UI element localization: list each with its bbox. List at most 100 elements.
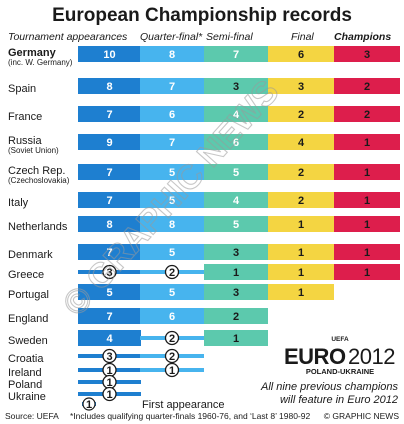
first-appearance-marker bbox=[102, 386, 117, 402]
column-header-final: Final bbox=[291, 31, 314, 43]
column-headers: Tournament appearances Quarter-final* Semi… bbox=[8, 31, 391, 43]
country-row: Ireland 1 1 bbox=[8, 362, 204, 379]
value-label: 1 bbox=[106, 389, 112, 401]
bar-quarter bbox=[140, 134, 204, 150]
country-name: Ukraine bbox=[8, 391, 46, 403]
country-row: England 7 6 2 bbox=[8, 308, 268, 325]
country-name: England bbox=[8, 313, 48, 325]
value-label: 3 bbox=[364, 49, 370, 61]
bar-final bbox=[268, 244, 334, 260]
value-label: 5 bbox=[169, 195, 175, 207]
bar-semi bbox=[204, 134, 268, 150]
country-name: Greece bbox=[8, 269, 44, 281]
first-appearance-marker bbox=[102, 264, 117, 280]
column-header-appearances: Tournament appearances bbox=[8, 31, 128, 43]
bar-quarter bbox=[140, 192, 204, 208]
country-name: Denmark bbox=[8, 249, 53, 261]
value-label: 1 bbox=[106, 365, 112, 377]
country-name: Czech Rep. bbox=[8, 165, 65, 177]
value-label: 1 bbox=[233, 267, 239, 279]
value-label: 1 bbox=[233, 333, 239, 345]
bar-semi bbox=[204, 264, 268, 280]
value-label: 8 bbox=[169, 49, 175, 61]
bar-appearances bbox=[78, 164, 141, 180]
bar-quarter bbox=[140, 106, 204, 122]
country-name: Spain bbox=[8, 83, 36, 95]
value-label: 5 bbox=[169, 287, 175, 299]
country-row: France 7 6 4 2 2 bbox=[8, 106, 400, 123]
bar-appearances bbox=[78, 284, 141, 300]
bar-appearances bbox=[78, 244, 141, 260]
bar-semi bbox=[204, 330, 268, 346]
country-name: Netherlands bbox=[8, 221, 68, 233]
value-label: 5 bbox=[233, 167, 239, 179]
bar-champions bbox=[334, 192, 400, 208]
bar-quarter bbox=[140, 244, 204, 260]
logo-euro: EURO bbox=[284, 344, 346, 369]
bar-champions bbox=[334, 244, 400, 260]
country-name: Croatia bbox=[8, 353, 44, 365]
country-name: Poland bbox=[8, 379, 42, 391]
value-label: 7 bbox=[106, 167, 112, 179]
country-name: Italy bbox=[8, 197, 29, 209]
value-label: 6 bbox=[233, 137, 239, 149]
country-subtitle: (inc. W. Germany) bbox=[8, 58, 73, 67]
note-line-2: will feature in Euro 2012 bbox=[280, 394, 398, 406]
bar-champions bbox=[334, 134, 400, 150]
bar-semi bbox=[204, 216, 268, 232]
bar-semi bbox=[204, 192, 268, 208]
bar-champions bbox=[334, 46, 400, 62]
value-label: 5 bbox=[169, 167, 175, 179]
value-label: 1 bbox=[364, 167, 370, 179]
value-label: 7 bbox=[106, 311, 112, 323]
bar-champions bbox=[334, 216, 400, 232]
country-name: Sweden bbox=[8, 335, 48, 347]
bar-champions bbox=[334, 164, 400, 180]
value-label: 1 bbox=[364, 195, 370, 207]
bar-appearances bbox=[78, 308, 141, 324]
bar-final bbox=[268, 134, 334, 150]
country-name: Ireland bbox=[8, 367, 42, 379]
bar-semi bbox=[204, 106, 268, 122]
bar-appearances bbox=[78, 106, 141, 122]
bar-quarter bbox=[140, 308, 204, 324]
bar-quarter bbox=[140, 216, 204, 232]
legend-label: First appearance bbox=[142, 399, 225, 411]
bar-semi bbox=[204, 78, 268, 94]
value-label: 3 bbox=[233, 247, 239, 259]
bar-semi bbox=[204, 284, 268, 300]
value-label: 4 bbox=[298, 137, 305, 149]
bar-quarter bbox=[140, 78, 204, 94]
bar-appearances bbox=[78, 216, 141, 232]
value-label: 7 bbox=[169, 137, 175, 149]
bar-quarter bbox=[140, 164, 204, 180]
value-label: 2 bbox=[298, 167, 304, 179]
value-label: 9 bbox=[106, 137, 112, 149]
first-appearance-marker bbox=[164, 330, 180, 346]
bar-appearances bbox=[78, 134, 141, 150]
country-name: Russia bbox=[8, 135, 43, 147]
chart-title: European Championship records bbox=[52, 5, 352, 26]
country-row: Italy 7 5 4 2 1 bbox=[8, 192, 400, 209]
bar-champions bbox=[334, 106, 400, 122]
value-label: 1 bbox=[298, 219, 304, 231]
country-rows: Germany(inc. W. Germany) 10 8 7 6 3 Spain 8 7 3 3 2… bbox=[8, 46, 400, 403]
value-label: 8 bbox=[169, 219, 175, 231]
bar-final bbox=[268, 106, 334, 122]
value-label: 5 bbox=[169, 247, 175, 259]
bar-final bbox=[268, 216, 334, 232]
footnote: *Includes qualifying quarter-finals 1960… bbox=[70, 411, 310, 421]
country-subtitle: (Czechoslovakia) bbox=[8, 176, 70, 185]
value-label: 1 bbox=[364, 137, 370, 149]
first-appearance-marker bbox=[164, 362, 180, 378]
legend: 1 First appearance bbox=[82, 397, 225, 411]
country-name: France bbox=[8, 111, 42, 123]
value-label: 3 bbox=[298, 81, 304, 93]
country-row: Ukraine 1 bbox=[8, 386, 141, 403]
column-header-quarter: Quarter-final* bbox=[140, 31, 203, 43]
country-row: Croatia 3 2 bbox=[8, 348, 204, 365]
value-label: 4 bbox=[233, 109, 240, 121]
